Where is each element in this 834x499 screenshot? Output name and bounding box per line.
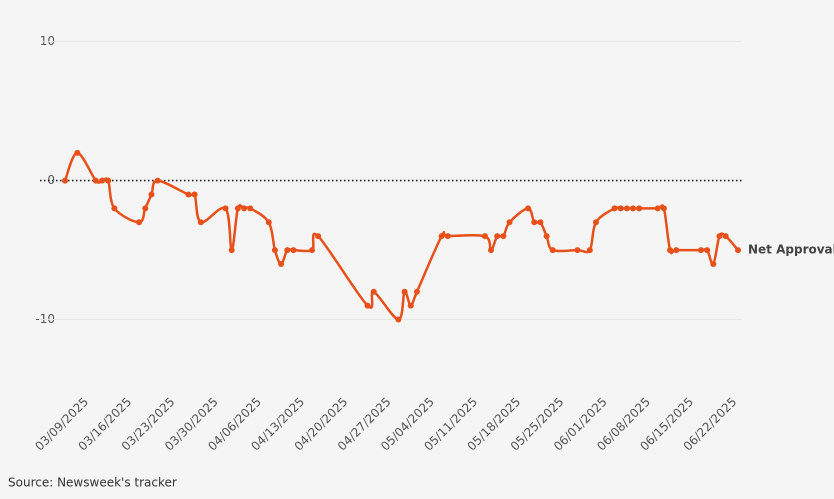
- point: [586, 247, 593, 254]
- point: [722, 233, 729, 240]
- point: [630, 205, 637, 212]
- point: [543, 233, 550, 240]
- point: [364, 302, 371, 309]
- series-label: Net Approval: [748, 243, 834, 257]
- point: [111, 205, 118, 212]
- point: [290, 247, 297, 254]
- point: [710, 260, 717, 267]
- point: [148, 191, 155, 198]
- point: [506, 219, 513, 226]
- point: [704, 247, 711, 254]
- point: [488, 247, 495, 254]
- point: [154, 177, 161, 184]
- source: Source: Newsweek's tracker: [8, 476, 177, 490]
- point: [673, 247, 680, 254]
- point: [444, 233, 451, 240]
- point: [315, 233, 322, 240]
- point: [537, 219, 544, 226]
- point: [62, 177, 68, 184]
- point: [222, 205, 229, 212]
- point: [592, 219, 599, 226]
- point: [654, 205, 661, 212]
- point: [197, 219, 204, 226]
- point: [74, 149, 81, 156]
- point: [716, 233, 723, 240]
- point: [395, 316, 402, 323]
- point: [308, 247, 315, 254]
- point: [617, 205, 624, 212]
- point: [142, 205, 149, 212]
- point: [234, 205, 241, 212]
- point: [531, 219, 538, 226]
- point: [697, 247, 704, 254]
- point: [481, 233, 488, 240]
- point: [525, 205, 532, 212]
- point: [494, 233, 501, 240]
- point: [660, 205, 667, 212]
- point: [735, 247, 741, 254]
- point: [413, 288, 420, 295]
- point: [549, 247, 556, 254]
- point: [636, 205, 643, 212]
- point: [185, 191, 192, 198]
- point: [271, 247, 278, 254]
- point: [241, 205, 248, 212]
- point: [370, 288, 377, 295]
- point: [92, 177, 99, 184]
- point: [284, 247, 291, 254]
- point: [407, 302, 414, 309]
- point: [401, 288, 408, 295]
- point: [623, 205, 630, 212]
- point: [99, 177, 106, 184]
- point: [136, 219, 143, 226]
- point: [265, 219, 272, 226]
- point: [105, 177, 112, 184]
- point: [438, 233, 445, 240]
- point: [611, 205, 618, 212]
- point: [247, 205, 254, 212]
- point: [228, 247, 235, 254]
- line: [63, 151, 739, 321]
- point: [278, 260, 285, 267]
- point: [667, 247, 674, 254]
- point: [500, 233, 507, 240]
- point: [191, 191, 198, 198]
- point: [574, 247, 581, 254]
